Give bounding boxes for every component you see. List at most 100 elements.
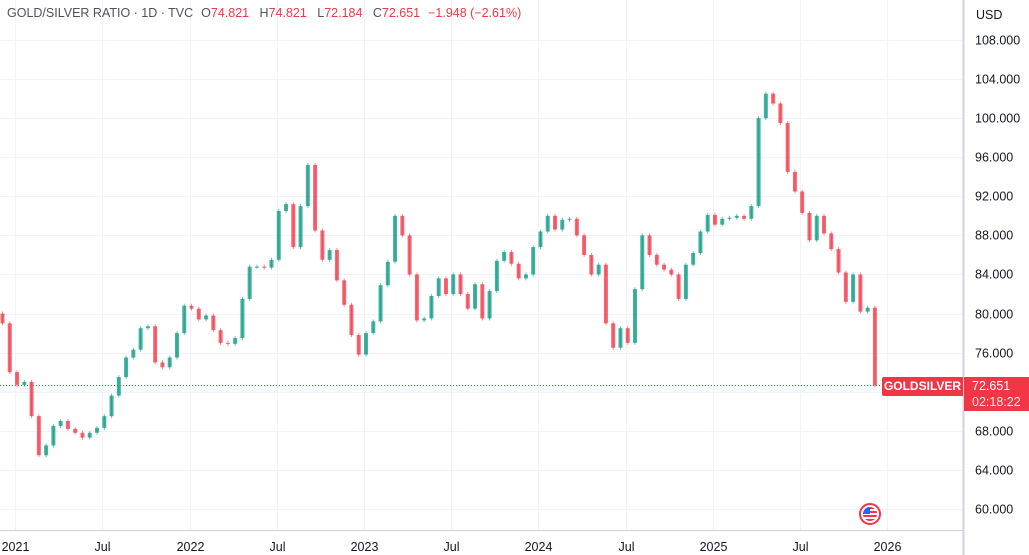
candle	[0, 313, 5, 324]
candle	[87, 432, 92, 438]
time-tick-label: Jul	[95, 540, 111, 554]
price-tick-label: 108.000	[975, 34, 1020, 48]
candle	[698, 231, 703, 253]
price-tick-label: 80.000	[975, 308, 1013, 322]
time-tick-label: 2025	[700, 540, 728, 554]
candle	[385, 261, 390, 286]
candle	[683, 264, 688, 299]
high-value: 74.821	[268, 6, 307, 20]
symbol-price-tag: GOLDSILVER	[882, 377, 963, 396]
candle	[676, 274, 681, 299]
price-axis[interactable]: 108.000 104.000 100.000 96.000 92.000 88.000 8…	[975, 34, 1020, 517]
candle	[778, 103, 783, 124]
candle	[574, 218, 579, 236]
candle	[851, 274, 856, 302]
candle	[291, 204, 296, 248]
candle	[792, 171, 797, 192]
candle	[785, 123, 790, 172]
candle	[480, 284, 485, 319]
candle	[211, 315, 216, 331]
candle	[73, 428, 78, 433]
symbol-title[interactable]: GOLD/SILVER RATIO · 1D · TVC	[7, 6, 194, 20]
candle	[138, 328, 143, 350]
change-value: −1.948 (−2.61%)	[428, 6, 522, 20]
price-tick-label: 88.000	[975, 229, 1013, 243]
currency-label[interactable]: USD	[976, 8, 1003, 22]
time-tick-label: Jul	[619, 540, 635, 554]
close-value: 72.651	[381, 6, 421, 20]
time-tick-label: Jul	[270, 540, 286, 554]
time-tick-label: 2024	[525, 540, 553, 554]
candle	[378, 285, 383, 322]
us-flag-event-icon[interactable]	[859, 503, 881, 525]
candle	[669, 269, 674, 275]
candle	[313, 165, 318, 231]
candle	[109, 395, 114, 417]
price-tick-label: 100.000	[975, 112, 1020, 126]
candle	[7, 323, 12, 373]
last-price-box: 72.651 02:18:22	[964, 377, 1029, 411]
candle	[567, 218, 572, 220]
candle	[349, 304, 354, 336]
time-tick-label: Jul	[793, 540, 809, 554]
candle	[327, 250, 332, 260]
candle	[836, 249, 841, 273]
candle	[734, 215, 739, 218]
price-tick-label: 64.000	[975, 464, 1013, 478]
low-label: L	[317, 6, 325, 20]
candle	[494, 260, 499, 292]
candle	[458, 274, 463, 295]
grid	[0, 0, 963, 530]
candle	[153, 326, 158, 363]
time-axis[interactable]: 2021 Jul 2022 Jul 2023 Jul 2024 Jul 2025 Jul 2026	[2, 540, 902, 554]
open-value: 74.821	[210, 6, 250, 20]
candle	[603, 264, 608, 324]
candle	[364, 333, 368, 355]
candle	[720, 218, 725, 225]
candle	[632, 289, 637, 343]
candle	[371, 321, 376, 334]
candle	[145, 326, 150, 329]
low-value: 72.184	[324, 6, 363, 20]
candle	[611, 323, 616, 348]
candle	[800, 191, 805, 213]
candle	[749, 206, 754, 219]
candle	[225, 342, 230, 344]
candle	[393, 215, 398, 262]
candle	[858, 274, 863, 312]
candle	[756, 118, 761, 207]
candle	[305, 165, 310, 207]
candle	[298, 206, 303, 248]
candle	[712, 214, 717, 225]
candle	[400, 215, 405, 236]
candle	[422, 318, 427, 321]
candle	[204, 315, 209, 320]
candle	[429, 295, 434, 319]
candle	[131, 349, 136, 358]
candle	[742, 215, 747, 219]
candle	[589, 254, 594, 275]
candle	[436, 278, 441, 296]
candle	[262, 266, 267, 268]
time-tick-label: 2022	[177, 540, 205, 554]
candle	[189, 305, 194, 309]
candle	[414, 274, 419, 321]
candle	[807, 212, 812, 241]
candle	[233, 337, 238, 344]
candle	[640, 235, 645, 290]
candle	[654, 254, 659, 265]
candle	[29, 381, 34, 417]
candle	[545, 215, 550, 232]
candle	[814, 215, 819, 241]
candle	[102, 416, 107, 428]
candle	[647, 235, 652, 255]
candle	[625, 328, 630, 343]
candle	[451, 274, 456, 295]
candle	[691, 252, 696, 265]
candle	[80, 432, 85, 438]
open-label: O	[201, 6, 211, 20]
candle	[342, 280, 347, 305]
candle	[44, 445, 49, 456]
candle	[538, 231, 543, 248]
